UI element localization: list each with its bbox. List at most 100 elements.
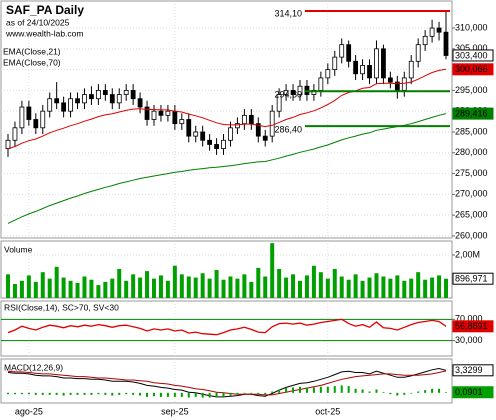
candle-body [346,44,352,62]
histogram-bar [76,392,79,395]
candle-body [290,89,296,95]
candle-body [179,119,185,125]
histogram-bar [403,392,406,395]
histogram-bar [55,392,58,395]
value-label: 896,971 [455,274,488,284]
histogram-bar [305,387,308,393]
candle-body [165,110,171,116]
y-tick-label: 280,000 [455,147,488,157]
candle-body [318,77,324,91]
pane-frame [0,300,453,357]
candle-body [61,102,67,112]
histogram-bar [90,392,93,395]
histogram-bar [396,392,399,396]
value-label-box [452,364,494,377]
candle-body [144,106,150,120]
histogram-bar [243,392,246,394]
histogram-bar [69,392,72,395]
histogram-bar [382,392,385,393]
histogram-bar [257,392,260,395]
x-tick-label: ago-25 [15,406,43,416]
volume-bar [40,272,45,298]
x-tick-label: sep-25 [161,406,189,416]
candle-body [172,110,178,125]
candle-body [95,89,101,100]
histogram-bar [361,389,364,393]
candle-body [123,89,129,95]
histogram-bar [104,392,107,395]
candle-body [381,48,386,79]
candle-body [241,114,247,125]
volume-bar [242,274,247,298]
candle-body [54,98,60,104]
histogram-bar [389,392,392,395]
volume-bar [228,276,233,298]
pane-frame [0,240,453,299]
histogram-bar [20,392,23,395]
volume-bar [277,268,282,298]
histogram-bar [27,392,30,395]
candle-body [221,139,226,150]
histogram-bar [410,392,413,394]
histogram-bar [41,392,44,395]
volume-bar [19,280,24,298]
volume-bar [207,278,212,298]
candle-body [276,94,282,112]
candle-body [255,123,261,137]
histogram-bar [285,388,288,393]
histogram-bar [83,392,86,395]
histogram-bar [340,385,343,393]
volume-bar [409,278,414,298]
macd-line [7,370,447,396]
y-tick-label: 2,00M [455,249,480,259]
histogram-bar [445,392,447,393]
volume-bar [298,280,302,298]
candle-body [214,144,219,150]
value-label-box [452,272,494,285]
value-label-box [452,386,494,399]
histogram-bar [118,392,121,395]
level-label: 294,80 [274,90,302,100]
candle-body [89,94,94,100]
histogram-bar [417,391,420,393]
candle-body [360,65,365,75]
histogram-bar [159,392,162,397]
candle-body [102,89,108,95]
candle-body [422,35,428,46]
histogram-bar [13,392,16,395]
histogram-bar [222,392,225,397]
volume-bar [430,277,435,298]
histogram-bar [48,392,51,395]
candle-body [262,135,268,141]
histogram-bar [236,392,239,395]
candle-body [116,94,122,104]
volume-bar [235,278,240,298]
candle-body [200,131,206,141]
volume-bar [325,278,330,298]
histogram-bar [153,392,155,397]
candle-body [5,139,11,150]
macd-line [7,367,447,398]
pane-title: Volume [4,244,33,254]
candle-body [137,98,143,108]
candle-body [109,94,115,104]
value-label: 289,416 [455,108,488,118]
candle-body [353,60,359,75]
candle-body [283,89,289,95]
candle-body [151,110,157,120]
volume-bar [311,265,316,298]
histogram-bar [375,389,378,393]
volume-bar [131,274,136,298]
volume-bar [6,274,10,298]
value-label: 0,0901 [455,387,483,397]
candle-body [158,110,164,116]
histogram-bar [431,388,434,393]
volume-bar [423,279,428,298]
histogram-bar [271,391,274,393]
histogram-bar [326,386,329,393]
histogram-bar [438,388,441,393]
histogram-bar [319,386,322,393]
value-label: 303,400 [455,50,488,60]
volume-bar [158,275,163,298]
candle-body [47,98,53,112]
